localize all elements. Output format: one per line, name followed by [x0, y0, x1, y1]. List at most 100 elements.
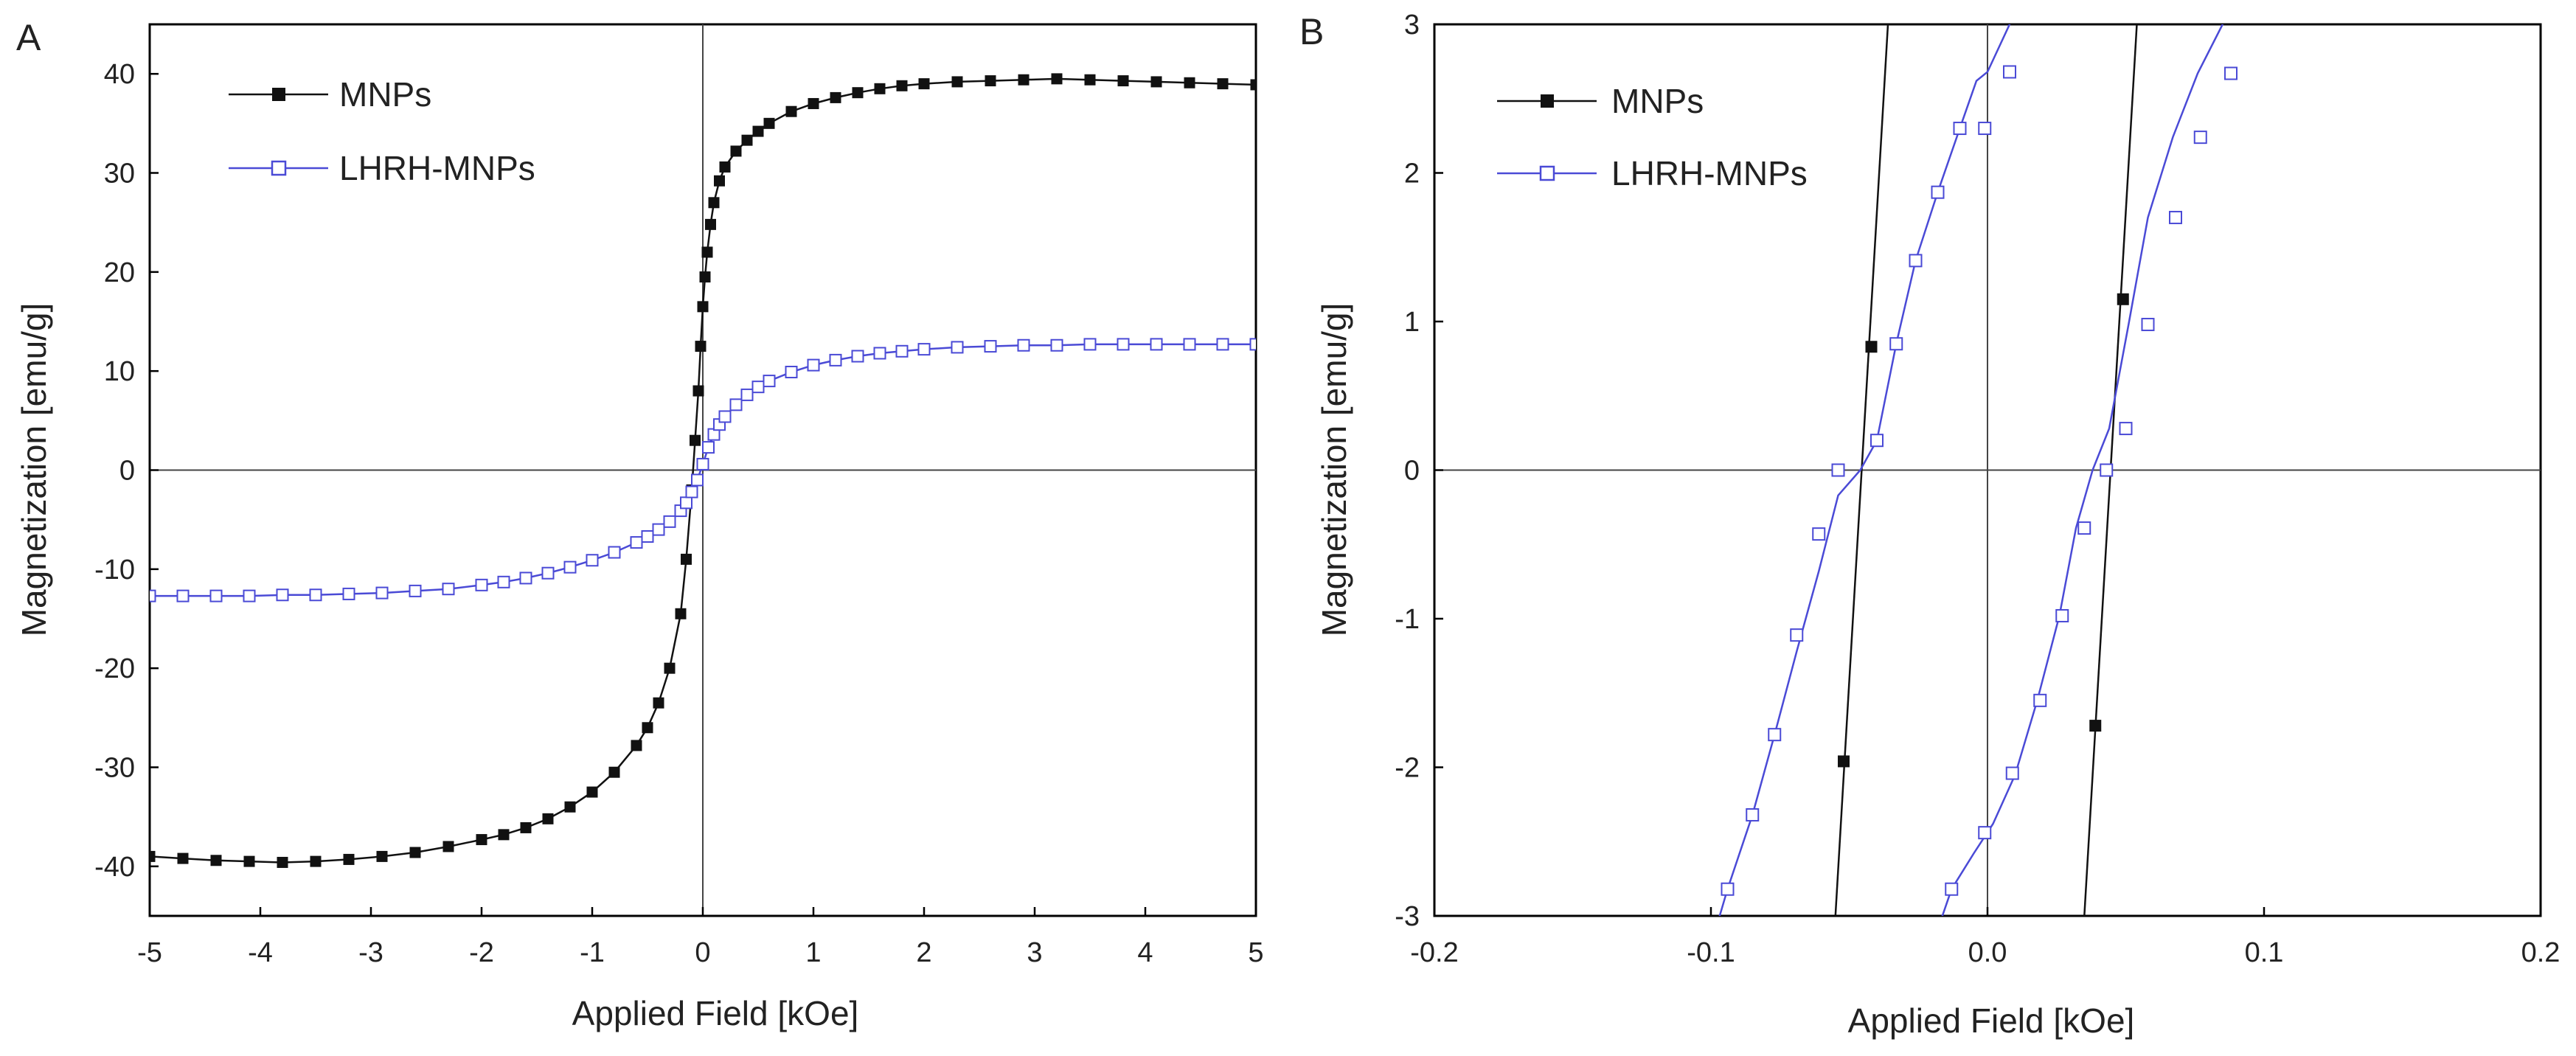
data-point-lhrh [2100, 463, 2114, 477]
data-point-mnps [852, 87, 864, 99]
data-point-lhrh [541, 566, 555, 580]
x-tick-label: 0 [695, 937, 710, 968]
x-tick-label: -1 [580, 937, 605, 968]
data-point-lhrh [1978, 826, 1992, 840]
data-point-lhrh [1870, 434, 1884, 448]
data-point-lhrh [276, 588, 289, 602]
y-tick-label: 2 [1404, 159, 1420, 190]
data-point-mnps [708, 197, 720, 209]
data-point-lhrh [873, 347, 886, 360]
data-point-mnps [690, 434, 701, 446]
data-point-lhrh [1931, 185, 1945, 199]
data-point-lhrh [1909, 254, 1923, 268]
data-point-mnps [752, 125, 764, 137]
data-point-lhrh [475, 578, 488, 591]
data-point-lhrh [1050, 338, 1063, 352]
data-point-mnps [699, 271, 711, 283]
series-line-mnps [1834, 24, 1889, 916]
panel-b-label: B [1299, 11, 1324, 52]
data-point-mnps [498, 829, 510, 841]
data-point-lhrh [375, 586, 389, 600]
y-tick-label: 0 [1404, 456, 1420, 487]
x-tick-label: 4 [1137, 937, 1153, 968]
data-point-mnps [681, 553, 692, 565]
legend-b-mnps-label: MNPs [1611, 82, 1704, 120]
data-point-mnps [951, 76, 963, 88]
data-point-lhrh [497, 575, 510, 588]
data-point-mnps [542, 813, 554, 824]
x-tick-label: -0.2 [1410, 937, 1458, 968]
data-point-lhrh [608, 546, 621, 559]
data-point-lhrh [641, 530, 654, 543]
x-tick-label: -5 [137, 937, 162, 968]
x-tick-label: -4 [248, 937, 273, 968]
data-point-lhrh [563, 560, 577, 574]
data-point-lhrh [2224, 66, 2237, 80]
x-tick-label: 0.2 [2521, 937, 2561, 968]
data-point-lhrh [519, 572, 532, 585]
data-point-lhrh [2055, 608, 2069, 622]
data-point-mnps [1084, 74, 1096, 86]
y-tick-label: -30 [94, 753, 135, 784]
y-tick-label: 1 [1404, 307, 1420, 338]
data-point-lhrh [176, 589, 190, 602]
data-point-mnps [277, 856, 288, 868]
data-point-mnps [310, 855, 322, 867]
data-point-lhrh [1978, 122, 1992, 136]
data-point-mnps [675, 608, 687, 619]
data-point-lhrh [2005, 766, 2019, 780]
legend-mnps-marker [272, 88, 285, 101]
data-point-mnps [1051, 73, 1063, 85]
data-point-lhrh [2033, 693, 2047, 707]
x-tick-label: -0.1 [1687, 937, 1735, 968]
data-point-lhrh [1183, 338, 1196, 351]
y-tick-label: -3 [1395, 901, 1420, 932]
legend-a: MNPs LHRH-MNPs [229, 75, 535, 187]
data-point-mnps [2089, 720, 2102, 732]
legend-lhrh-marker [271, 160, 287, 176]
data-point-mnps [830, 91, 841, 103]
x-tick-label: 0.0 [1968, 937, 2007, 968]
y-tick-label: 0 [119, 456, 135, 487]
x-tick-label: 0.1 [2245, 937, 2284, 968]
data-point-mnps [1150, 76, 1162, 88]
y-tick-label: 3 [1404, 10, 1420, 41]
data-point-mnps [2117, 293, 2129, 305]
data-point-mnps [343, 853, 355, 865]
data-point-lhrh [442, 583, 455, 596]
x-tick-label: -2 [469, 937, 494, 968]
legend-b-mnps-marker [1541, 94, 1554, 108]
legend-b-lhrh-marker [1539, 165, 1555, 181]
data-point-lhrh [1790, 628, 1804, 642]
data-point-lhrh [718, 410, 732, 423]
data-point-lhrh [696, 457, 709, 470]
data-point-mnps [701, 246, 713, 258]
data-point-mnps [692, 385, 704, 397]
data-point-lhrh [984, 340, 997, 353]
data-point-mnps [564, 801, 576, 813]
data-point-mnps [586, 786, 598, 798]
data-point-lhrh [342, 587, 355, 600]
data-point-mnps [1838, 755, 1850, 768]
data-point-lhrh [1117, 338, 1130, 351]
data-point-lhrh [751, 381, 765, 394]
data-point-mnps [808, 97, 819, 109]
data-point-mnps [730, 145, 742, 157]
data-point-mnps [896, 80, 908, 91]
y-tick-label: 10 [104, 356, 135, 387]
y-tick-label: 40 [104, 59, 135, 90]
data-point-lhrh [729, 398, 743, 411]
data-point-lhrh [851, 350, 864, 363]
data-point-mnps [1117, 75, 1129, 87]
data-point-mnps [1865, 341, 1878, 353]
data-point-mnps [631, 740, 642, 751]
y-tick-label: -10 [94, 555, 135, 586]
data-point-lhrh [740, 388, 754, 401]
data-point-lhrh [1889, 337, 1903, 351]
x-tick-label: 2 [916, 937, 931, 968]
data-point-mnps [705, 218, 716, 230]
data-point-lhrh [763, 375, 776, 388]
data-point-lhrh [1831, 463, 1845, 477]
